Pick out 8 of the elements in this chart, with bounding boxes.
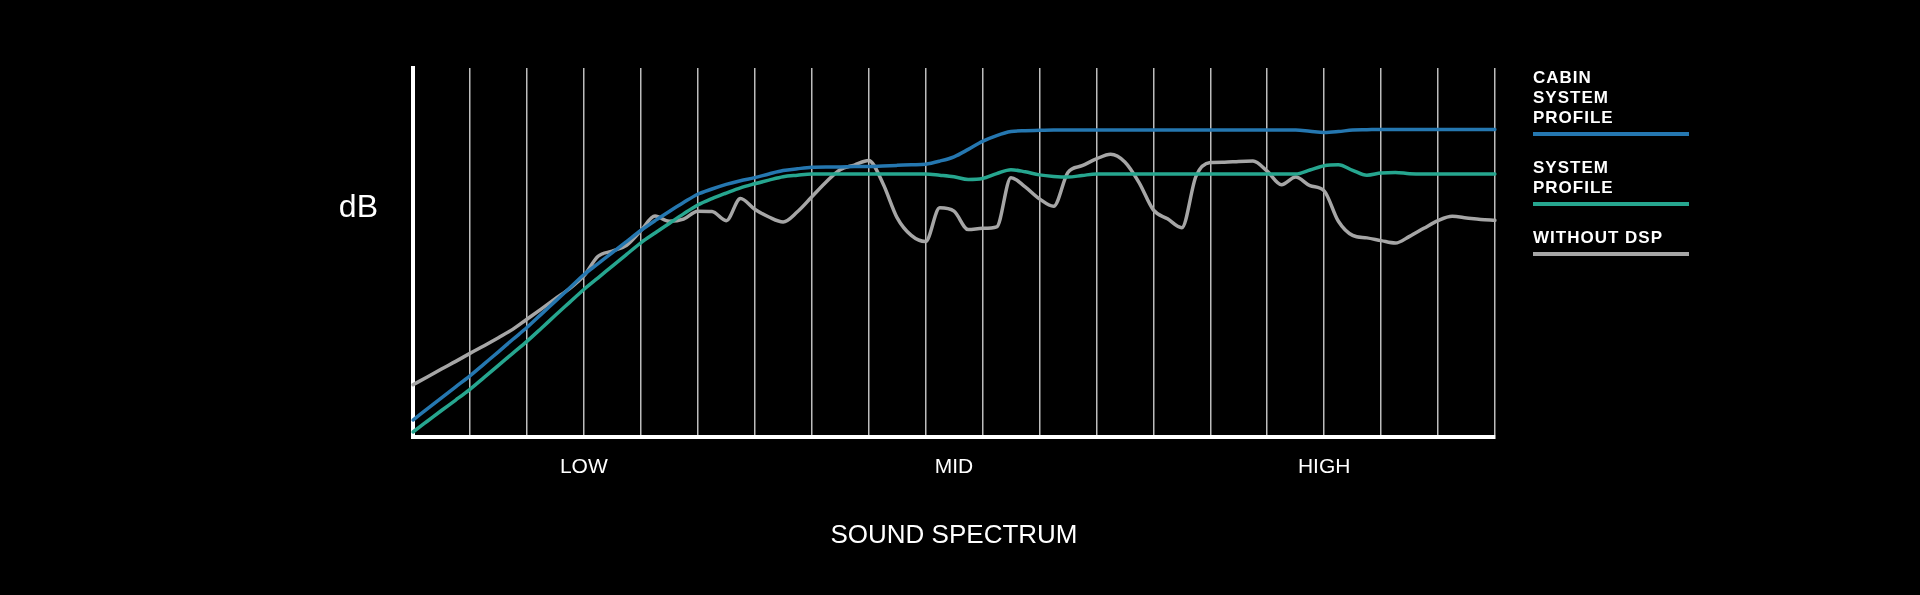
text: CABIN SYSTEM PROFILE [1533, 68, 1615, 128]
text: SYSTEM PROFILE [1533, 158, 1615, 198]
text: WITHOUT DSP [1533, 228, 1664, 248]
x-axis-title: SOUND SPECTRUM [830, 518, 1078, 549]
x-tick-label: LOW [559, 454, 608, 477]
x-tick-label: HIGH [1297, 454, 1351, 477]
x-tick-label: MID [934, 454, 974, 477]
y-axis-title: dB [338, 187, 378, 224]
